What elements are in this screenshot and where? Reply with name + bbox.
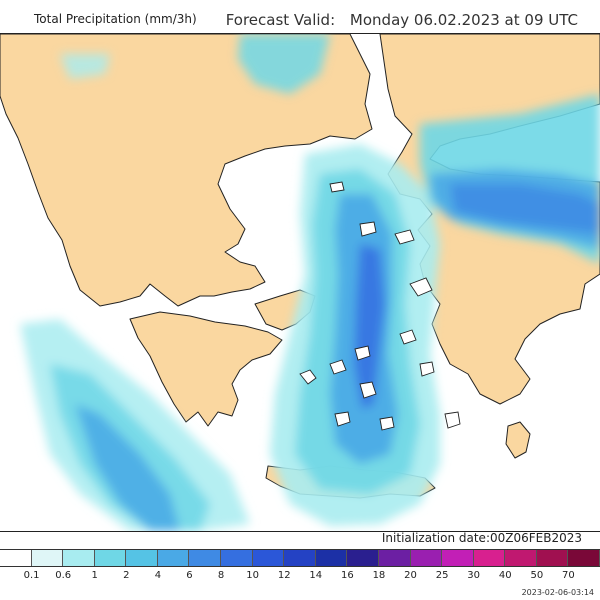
legend-swatch xyxy=(126,550,158,566)
legend-colorbar xyxy=(0,549,600,567)
precipitation-map[interactable] xyxy=(0,33,600,532)
forecast-valid-time: Monday 06.02.2023 at 09 UTC xyxy=(349,11,578,29)
legend-label: 12 xyxy=(277,570,291,581)
legend-swatch xyxy=(94,550,127,566)
island xyxy=(409,277,433,297)
legend-swatch xyxy=(568,550,600,566)
legend-swatch xyxy=(473,550,506,566)
island xyxy=(329,181,345,193)
legend-swatch xyxy=(410,550,443,566)
legend-swatch xyxy=(505,550,537,566)
forecast-valid-label: Forecast Valid: xyxy=(225,11,336,29)
legend-swatch xyxy=(378,550,411,566)
legend-label: 70 xyxy=(562,570,575,581)
product-title: Total Precipitation (mm/3h) xyxy=(34,12,197,26)
legend-swatch xyxy=(252,550,285,566)
legend-swatch xyxy=(315,550,348,566)
legend-swatch xyxy=(536,550,569,566)
land-balkans xyxy=(0,34,373,307)
island xyxy=(299,369,317,385)
legend-label: 25 xyxy=(435,570,449,581)
legend-label: 2 xyxy=(123,570,130,581)
legend-swatch xyxy=(189,550,222,566)
legend-label: 20 xyxy=(404,570,417,581)
legend-label: 50 xyxy=(530,570,544,581)
legend-label: 8 xyxy=(217,570,225,581)
legend-label: 0.6 xyxy=(55,570,72,581)
legend-label: 1 xyxy=(91,570,98,581)
legend-label: 14 xyxy=(309,570,323,581)
legend-label: 4 xyxy=(154,570,162,581)
legend-swatch xyxy=(0,550,32,566)
island xyxy=(334,411,351,427)
legend-label: 40 xyxy=(498,570,512,581)
legend-label: 0.1 xyxy=(23,570,40,581)
island xyxy=(354,345,371,361)
initialization-date: Initialization date:00Z06FEB2023 xyxy=(381,531,582,545)
render-timestamp: 2023-02-06-03:14 xyxy=(521,588,594,597)
legend-label: 10 xyxy=(246,570,259,581)
island xyxy=(359,221,377,237)
islands-layer xyxy=(299,181,461,431)
legend-swatch xyxy=(221,550,253,566)
legend-swatch xyxy=(63,550,95,566)
legend-swatch xyxy=(284,550,316,566)
legend-swatch xyxy=(347,550,379,566)
legend-label: 6 xyxy=(186,570,193,581)
island xyxy=(379,416,395,431)
island xyxy=(419,361,435,377)
land-peloponnese xyxy=(129,311,283,427)
legend-label: 30 xyxy=(467,570,481,581)
legend-swatch xyxy=(31,550,64,566)
legend-labels: 0.1 0.6 1 2 4 6 8 10 12 14 16 18 20 25 30 40 50 70 xyxy=(0,570,600,584)
legend-swatch xyxy=(442,550,474,566)
forecast-valid: Forecast Valid: Monday 06.02.2023 at 09 … xyxy=(226,11,578,29)
island xyxy=(394,229,415,245)
land-rhodes xyxy=(505,421,531,459)
island xyxy=(329,359,347,375)
island xyxy=(359,381,377,399)
legend-label: 18 xyxy=(372,570,386,581)
legend-label: 16 xyxy=(340,570,354,581)
legend-swatch xyxy=(157,550,190,566)
map-canvas[interactable] xyxy=(0,34,600,531)
island xyxy=(399,329,417,345)
island xyxy=(444,411,461,429)
